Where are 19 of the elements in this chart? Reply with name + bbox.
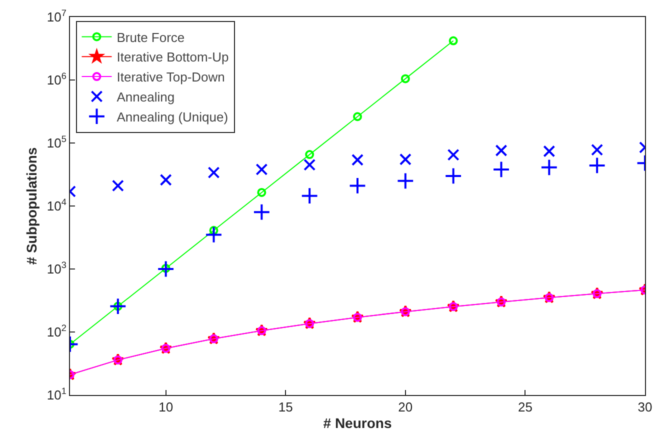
legend-label: Annealing (Unique) xyxy=(116,109,228,124)
legend-label: Iterative Bottom-Up xyxy=(116,50,229,65)
y-axis-title: # Subpopulations xyxy=(23,147,40,265)
x-tick-label: 20 xyxy=(398,400,413,415)
x-axis-title: # Neurons xyxy=(323,414,392,431)
y-tick-label: 10$^{1}$ xyxy=(46,386,66,403)
y-tick-label: 10$^{4}$ xyxy=(46,197,66,214)
legend-label: Annealing xyxy=(116,90,175,104)
x-tick-label: 15 xyxy=(278,400,293,415)
x-tick-label: 25 xyxy=(518,400,532,415)
legend-label: Iterative Top-Down xyxy=(116,70,225,85)
y-tick-label: 10$^{2}$ xyxy=(46,323,66,340)
y-tick-label: 10$^{3}$ xyxy=(46,260,66,277)
legend-label: Brute Force xyxy=(116,30,185,45)
x-tick-label: 10 xyxy=(158,400,174,415)
y-tick-label: 10$^{7}$ xyxy=(46,8,66,25)
x-tick-label: 30 xyxy=(638,400,652,415)
y-tick-label: 10$^{6}$ xyxy=(46,71,66,88)
y-tick-label: 10$^{5}$ xyxy=(46,134,66,151)
